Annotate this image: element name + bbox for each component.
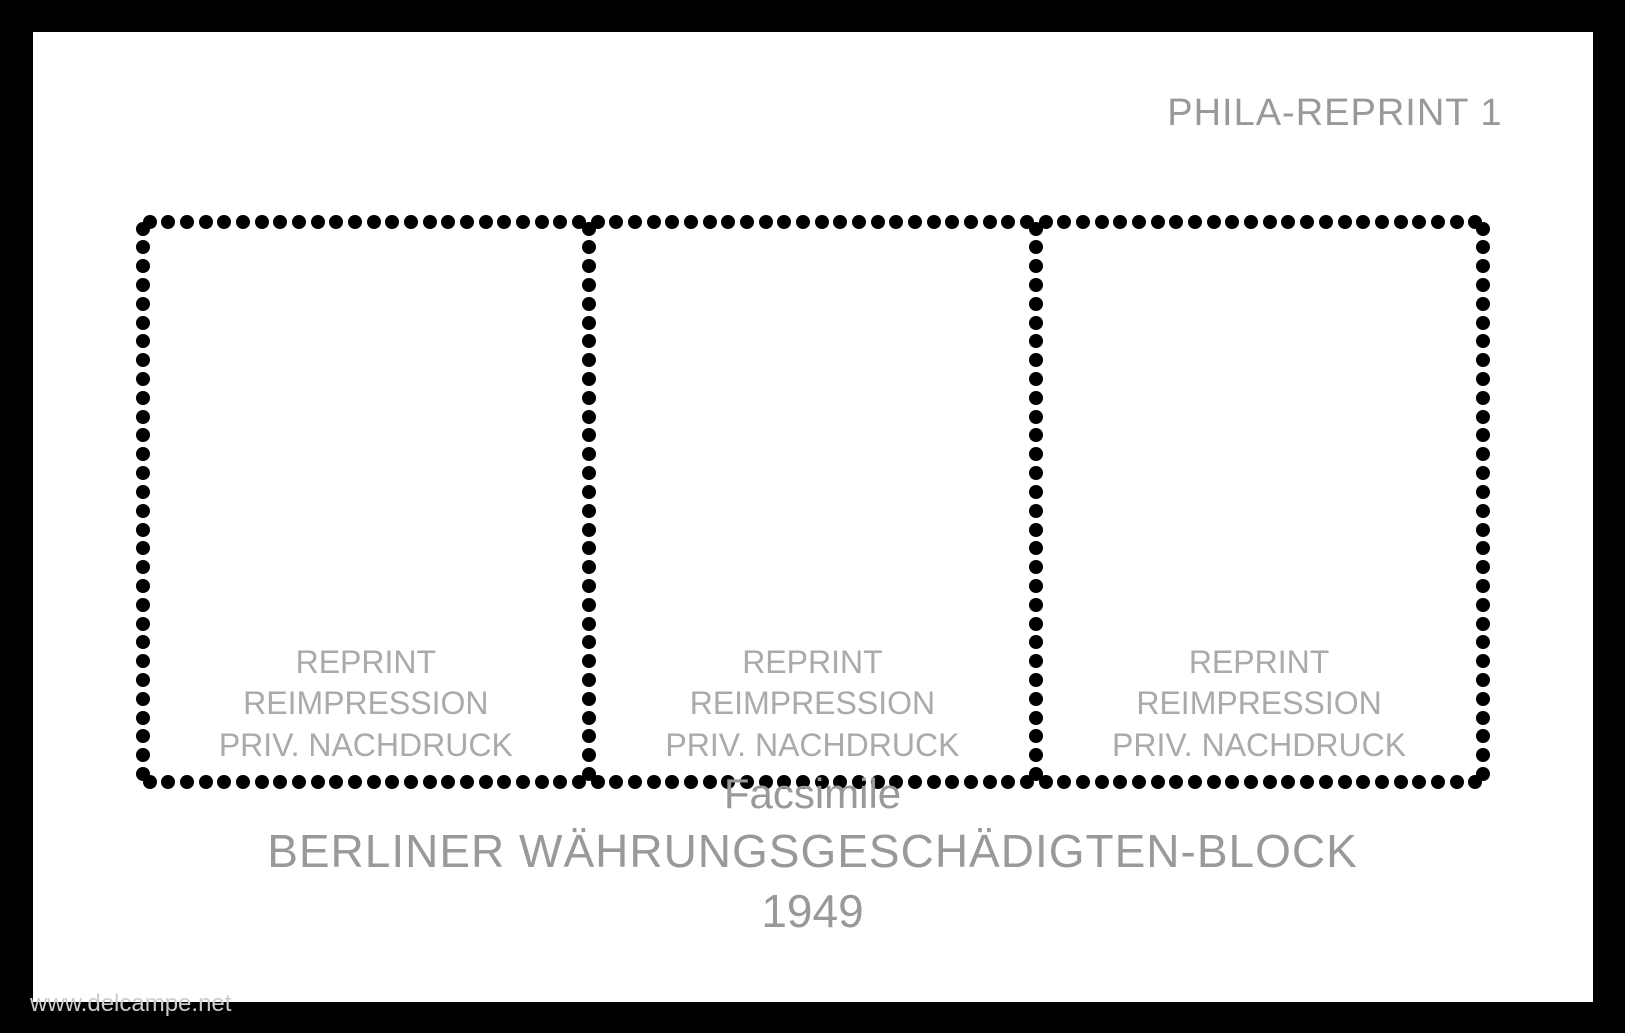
stamp-text-line1: REPRINT bbox=[1036, 642, 1483, 684]
perforations-container: REPRINT REIMPRESSION PRIV. NACHDRUCK REP… bbox=[143, 222, 1483, 782]
stamp-text-line3: PRIV. NACHDRUCK bbox=[143, 725, 590, 767]
stamp-3-text: REPRINT REIMPRESSION PRIV. NACHDRUCK bbox=[1036, 642, 1483, 767]
stamp-text-line2: REIMPRESSION bbox=[1036, 683, 1483, 725]
watermark: www.delcampe.net bbox=[30, 990, 231, 1018]
stamp-text-line1: REPRINT bbox=[143, 642, 590, 684]
stamp-1-text: REPRINT REIMPRESSION PRIV. NACHDRUCK bbox=[143, 642, 590, 767]
stamp-3: REPRINT REIMPRESSION PRIV. NACHDRUCK bbox=[1036, 222, 1483, 782]
stamp-1: REPRINT REIMPRESSION PRIV. NACHDRUCK bbox=[143, 222, 590, 782]
stamp-text-line1: REPRINT bbox=[589, 642, 1036, 684]
block-title: BERLINER WÄHRUNGSGESCHÄDIGTEN-BLOCK bbox=[33, 822, 1593, 882]
stamp-text-line2: REIMPRESSION bbox=[143, 683, 590, 725]
year-label: 1949 bbox=[33, 882, 1593, 942]
stamp-sheet: PHILA-REPRINT 1 REPRINT REIMPRESSION PRI… bbox=[33, 32, 1593, 1002]
stamp-text-line3: PRIV. NACHDRUCK bbox=[589, 725, 1036, 767]
stamp-text-line2: REIMPRESSION bbox=[589, 683, 1036, 725]
bottom-text: Facsimile BERLINER WÄHRUNGSGESCHÄDIGTEN-… bbox=[33, 767, 1593, 941]
stamp-2-text: REPRINT REIMPRESSION PRIV. NACHDRUCK bbox=[589, 642, 1036, 767]
reprint-label: PHILA-REPRINT 1 bbox=[1167, 92, 1502, 135]
facsimile-label: Facsimile bbox=[33, 767, 1593, 822]
stamp-text-line3: PRIV. NACHDRUCK bbox=[1036, 725, 1483, 767]
stamp-2: REPRINT REIMPRESSION PRIV. NACHDRUCK bbox=[589, 222, 1036, 782]
